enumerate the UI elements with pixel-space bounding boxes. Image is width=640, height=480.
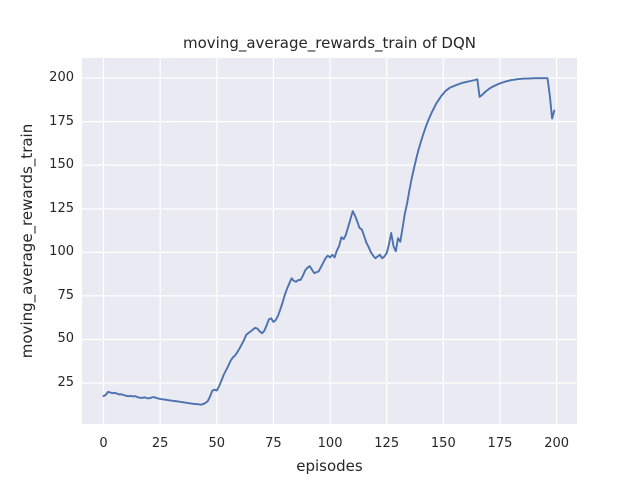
x-tick-label: 25 xyxy=(151,436,169,451)
y-tick-label: 125 xyxy=(49,200,74,216)
x-tick-label: 50 xyxy=(208,436,226,451)
y-tick-label: 75 xyxy=(57,287,74,303)
x-tick-label: 200 xyxy=(544,436,570,451)
y-tick-label: 25 xyxy=(57,375,74,391)
y-tick-label: 175 xyxy=(49,113,74,129)
y-tick-label: 100 xyxy=(49,244,74,260)
y-tick-label: 200 xyxy=(49,70,74,86)
x-tick-label: 175 xyxy=(487,436,513,451)
series-line xyxy=(102,77,556,406)
x-tick-label: 0 xyxy=(99,436,108,451)
x-tick-label: 125 xyxy=(374,436,400,451)
plot-area xyxy=(82,58,577,424)
y-tick-label: 150 xyxy=(49,157,74,173)
y-tick-label: 50 xyxy=(57,331,74,347)
x-axis-label: episodes xyxy=(296,457,363,475)
x-tick-label: 150 xyxy=(430,436,456,451)
chart-title: moving_average_rewards_train of DQN xyxy=(182,34,477,52)
x-tick-label: 75 xyxy=(265,436,282,451)
x-tick-label: 100 xyxy=(317,436,343,451)
